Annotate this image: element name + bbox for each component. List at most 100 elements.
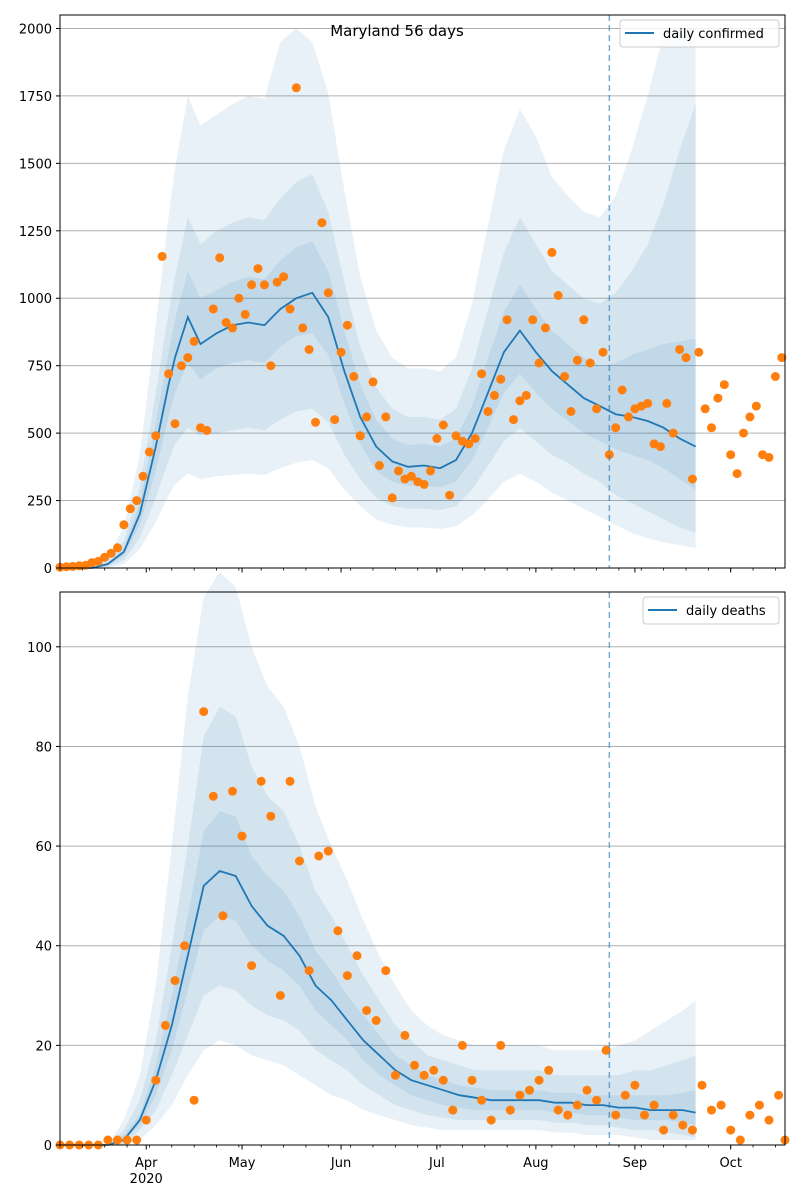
observed-point xyxy=(553,291,563,300)
observed-point xyxy=(700,404,710,414)
y-tick-label: 1000 xyxy=(19,292,52,307)
observed-point xyxy=(764,1115,774,1125)
observed-point xyxy=(572,1100,582,1110)
y-tick-label: 100 xyxy=(27,641,52,656)
confirmed-legend: daily confirmed xyxy=(619,19,780,48)
y-tick-label: 80 xyxy=(35,740,52,755)
deaths-legend: daily deaths xyxy=(642,596,780,625)
observed-point xyxy=(256,776,266,786)
observed-point xyxy=(164,369,174,379)
observed-point xyxy=(489,390,499,400)
observed-point xyxy=(141,1115,151,1125)
observed-point xyxy=(754,1100,764,1110)
observed-point xyxy=(100,552,110,562)
observed-point xyxy=(716,1100,726,1110)
confirmed-axes: 0 250 500 750 1000 1250 1500 1750 2000 xyxy=(19,14,786,577)
observed-point xyxy=(457,1040,467,1050)
observed-point xyxy=(240,309,250,319)
legend-box xyxy=(619,19,780,48)
legend-label-deaths: daily deaths xyxy=(686,604,766,619)
observed-point xyxy=(719,380,729,390)
observed-point xyxy=(228,323,237,333)
observed-point xyxy=(170,976,180,986)
observed-point xyxy=(643,398,653,408)
observed-point xyxy=(515,396,525,406)
outer-band xyxy=(60,28,696,568)
observed-point xyxy=(113,1135,122,1145)
observed-point xyxy=(611,1110,621,1120)
observed-point xyxy=(106,548,116,558)
observed-point xyxy=(349,372,359,381)
observed-point xyxy=(272,277,282,287)
observed-point xyxy=(505,1105,515,1115)
observed-point xyxy=(208,791,218,801)
observed-point xyxy=(496,374,506,384)
observed-point xyxy=(387,493,397,503)
observed-point xyxy=(362,1006,372,1015)
observed-point xyxy=(93,556,103,566)
x-tick-year-label: 2020 xyxy=(130,1172,163,1187)
observed-point xyxy=(176,361,186,371)
observed-point xyxy=(336,347,346,357)
observed-point xyxy=(640,1110,649,1120)
observed-point xyxy=(707,423,716,433)
observed-point xyxy=(764,452,774,462)
observed-point xyxy=(774,1090,784,1100)
observed-point xyxy=(611,423,621,433)
observed-point xyxy=(735,1135,745,1145)
observed-point xyxy=(266,811,276,821)
observed-point xyxy=(132,496,142,506)
observed-point xyxy=(291,83,301,93)
observed-point xyxy=(113,543,122,553)
x-tick-label: Jul xyxy=(428,1156,445,1171)
observed-point xyxy=(221,318,231,327)
observed-point xyxy=(496,1040,506,1050)
observed-point xyxy=(298,323,308,333)
observed-point xyxy=(311,417,320,427)
observed-point xyxy=(342,320,352,330)
observed-point xyxy=(266,361,276,371)
observed-point xyxy=(483,407,493,416)
legend-box xyxy=(642,596,780,625)
observed-point xyxy=(247,961,257,971)
observed-point xyxy=(601,1045,611,1055)
observed-point xyxy=(563,1110,573,1120)
observed-point xyxy=(157,251,167,261)
observed-point xyxy=(678,1120,688,1130)
observed-point xyxy=(400,1030,410,1040)
x-tick-label: Jun xyxy=(330,1156,351,1171)
chart-title: Maryland 56 days xyxy=(330,22,464,40)
observed-point xyxy=(132,1135,142,1145)
observed-point xyxy=(560,372,570,381)
observed-point xyxy=(234,293,244,303)
y-tick-label: 750 xyxy=(27,360,52,375)
observed-point xyxy=(352,951,362,961)
observed-point xyxy=(390,1070,400,1080)
observed-point xyxy=(119,520,129,530)
mid-band xyxy=(60,706,696,1145)
observed-point xyxy=(617,385,627,395)
observed-point xyxy=(323,288,333,298)
deaths-median-line xyxy=(60,869,696,1146)
observed-point xyxy=(275,991,285,1000)
inner-band xyxy=(60,241,696,568)
observed-point xyxy=(467,1075,477,1085)
observed-point xyxy=(777,353,787,363)
observed-point xyxy=(739,428,748,438)
observed-point xyxy=(429,1065,439,1075)
observed-point xyxy=(620,1090,630,1100)
observed-point xyxy=(285,304,295,314)
confirmed-panel: 0 250 500 750 1000 1250 1500 1750 2000 Maryland … xyxy=(19,14,787,577)
y-tick-label: 20 xyxy=(35,1039,52,1054)
observed-point xyxy=(624,412,633,422)
observed-point xyxy=(687,1125,697,1135)
observed-point xyxy=(553,1105,563,1115)
observed-point xyxy=(745,412,755,422)
observed-point xyxy=(662,398,672,408)
observed-point xyxy=(208,304,218,314)
observed-point xyxy=(259,280,269,290)
y-tick-label: 500 xyxy=(27,427,52,442)
observed-point xyxy=(726,1125,736,1135)
